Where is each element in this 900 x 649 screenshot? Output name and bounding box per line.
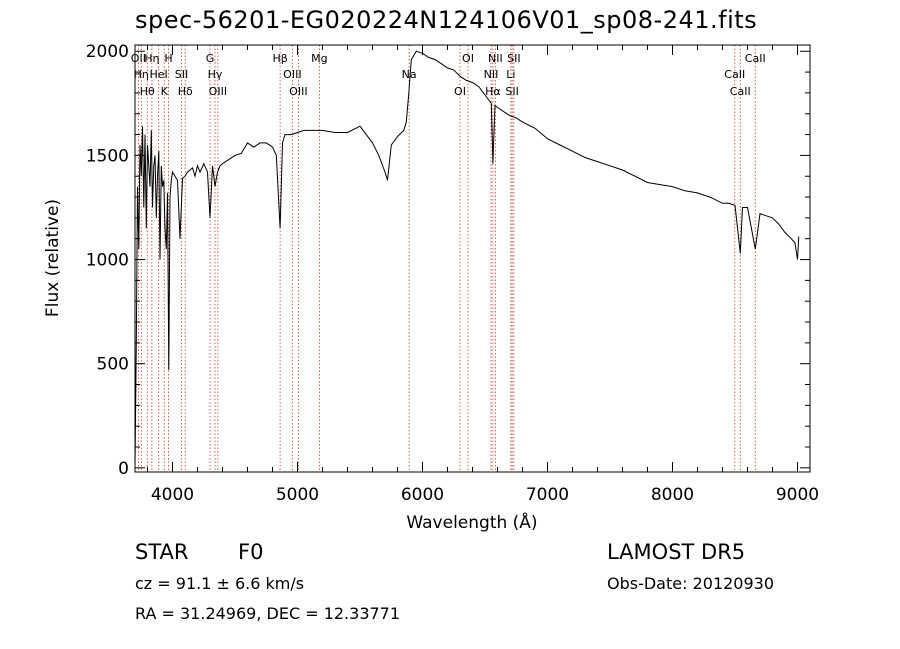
x-tick-label: 4000 <box>151 485 194 505</box>
survey-name: LAMOST DR5 <box>607 540 746 564</box>
x-tick-label: 7000 <box>526 485 569 505</box>
spectrum-line <box>134 50 800 468</box>
x-tick-label: 6000 <box>401 485 444 505</box>
y-tick-label: 2000 <box>86 42 129 62</box>
x-tick-label: 5000 <box>276 485 319 505</box>
line-label: NII <box>484 68 499 81</box>
x-axis-label: Wavelength (Å) <box>406 511 537 533</box>
spectral-line-labels: OIIHηHθHηHeIKHSIIHδGHγOIIIHβOIIIOIIIMgNa… <box>131 52 766 98</box>
y-tick-label: 500 <box>97 355 129 375</box>
line-label: Hβ <box>272 52 287 65</box>
line-label: G <box>206 52 215 65</box>
chart-title: spec-56201-EG020224N124106V01_sp08-241.f… <box>135 6 758 34</box>
line-label: Li <box>506 68 515 81</box>
line-label: NII <box>488 52 503 65</box>
line-label: SII <box>505 85 518 98</box>
line-label: OIII <box>283 68 301 81</box>
line-label: Hη <box>134 68 149 81</box>
y-axis-label: Flux (relative) <box>43 199 63 317</box>
spectral-line-markers <box>137 45 756 472</box>
line-label: H <box>164 52 172 65</box>
line-label: Na <box>402 68 417 81</box>
line-label: SII <box>175 68 188 81</box>
x-axis-ticks: 4000 5000 6000 7000 8000 9000 <box>147 45 819 505</box>
object-subclass: F0 <box>238 540 264 564</box>
line-label: Mg <box>311 52 327 65</box>
line-label: Hθ <box>140 85 155 98</box>
y-tick-label: 1000 <box>86 251 129 271</box>
y-tick-label: 0 <box>118 459 129 479</box>
obs-date: Obs-Date: 20120930 <box>607 574 775 593</box>
line-label: OI <box>462 52 474 65</box>
line-label: K <box>161 85 169 98</box>
line-label: Hα <box>485 85 501 98</box>
line-label: OIII <box>289 85 307 98</box>
plot-frame <box>134 44 811 473</box>
x-tick-label: 8000 <box>651 485 694 505</box>
line-label: HeI <box>149 68 167 81</box>
line-label: CaII <box>730 85 751 98</box>
line-label: OI <box>454 85 466 98</box>
redshift-cz: cz = 91.1 ± 6.6 km/s <box>135 574 305 593</box>
line-label: Hδ <box>178 85 193 98</box>
x-tick-label: 9000 <box>776 485 819 505</box>
line-label: CaII <box>724 68 745 81</box>
object-class: STAR <box>135 540 189 564</box>
y-axis-ticks: 0 500 1000 1500 2000 <box>86 42 810 479</box>
line-label: SII <box>507 52 520 65</box>
y-tick-label: 1500 <box>86 146 129 166</box>
coordinates: RA = 31.24969, DEC = 12.33771 <box>135 604 401 623</box>
line-label: Hη <box>144 52 159 65</box>
line-label: OIII <box>209 85 227 98</box>
line-label: CaII <box>745 52 766 65</box>
line-label: Hγ <box>208 68 223 81</box>
